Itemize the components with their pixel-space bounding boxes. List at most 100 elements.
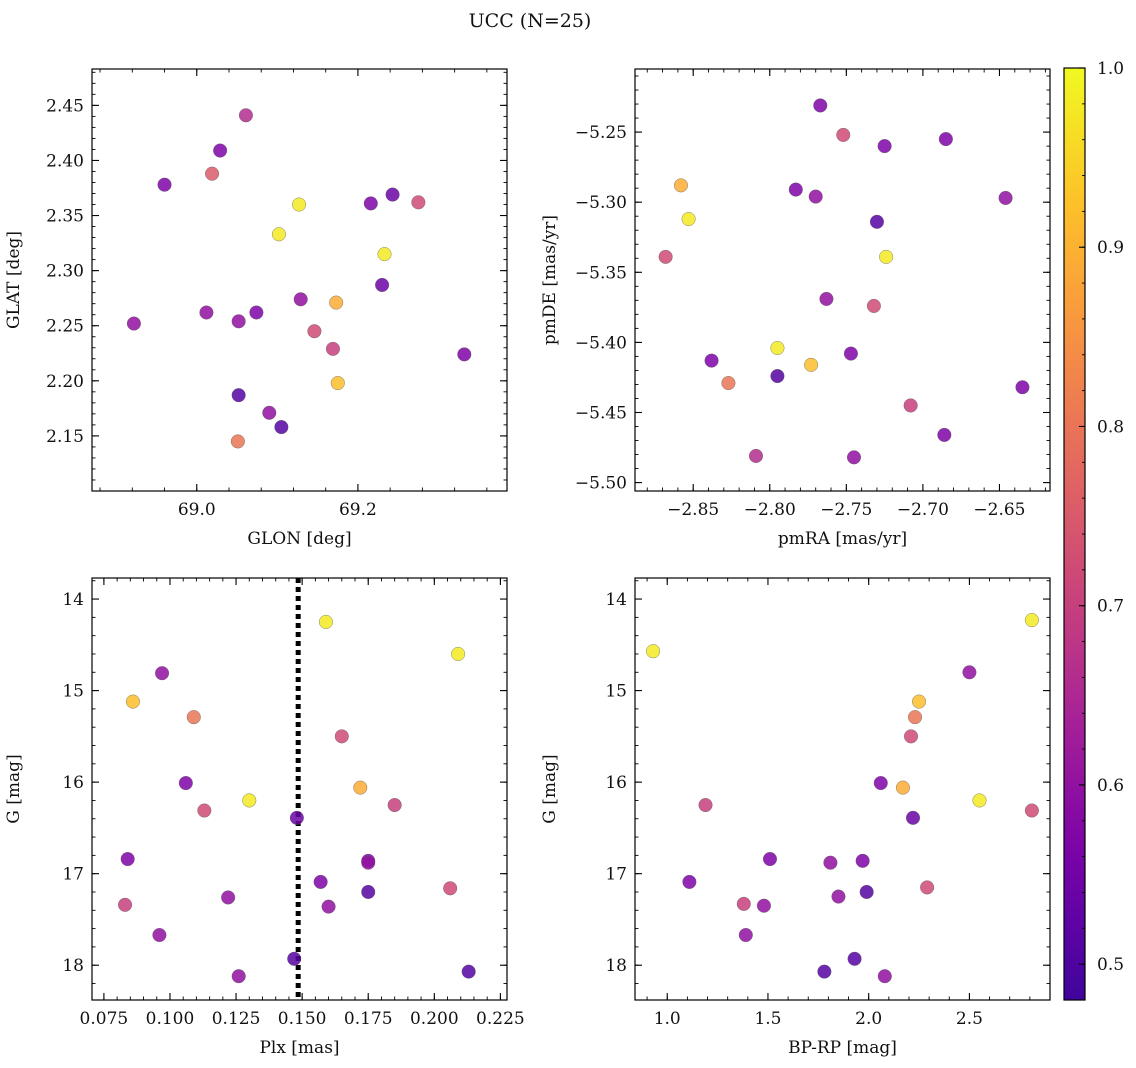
data-point [289, 810, 304, 825]
colorbar-tick-label: 0.9 [1097, 238, 1124, 258]
data-point [353, 780, 368, 795]
data-point [443, 881, 458, 896]
data-point [238, 108, 253, 123]
data-point [817, 964, 832, 979]
data-point [451, 647, 466, 661]
data-point [804, 357, 819, 372]
data-point [877, 139, 892, 154]
data-point [375, 277, 390, 292]
data-point [912, 694, 927, 709]
data-point [972, 793, 987, 808]
data-point [221, 890, 236, 905]
x-tick-label: 0.225 [476, 1009, 525, 1029]
colorbar-tick-label: 0.6 [1097, 776, 1124, 796]
data-point [118, 897, 133, 912]
plot-frame [91, 68, 508, 492]
y-tick-label: 2.35 [46, 207, 84, 227]
panels: 69.0 69.2 2.15 2.20 2.25 2.30 2.35 2.40 2.45 GLON… [4, 68, 1051, 1058]
figure-title: UCC (N=25) [469, 10, 592, 32]
data-point [321, 899, 336, 914]
data-point [819, 291, 834, 306]
data-point [906, 810, 920, 825]
data-point [271, 227, 286, 242]
data-point [877, 969, 892, 984]
y-tick-label: 2.40 [46, 151, 84, 171]
data-point [361, 885, 376, 899]
data-point [763, 852, 777, 867]
y-tick-label: 2.30 [46, 262, 84, 282]
data-point [808, 189, 823, 204]
data-point [313, 874, 328, 889]
data-point [847, 951, 862, 966]
colorbar-gradient [1063, 67, 1086, 1001]
data-point [461, 964, 476, 979]
data-point [197, 803, 212, 818]
data-point [831, 889, 846, 904]
panel-glon-glat: 69.0 69.2 2.15 2.20 2.25 2.30 2.35 2.40 2.45 GLON… [4, 68, 508, 549]
y-tick-label: 15 [62, 682, 84, 702]
colorbar: 0.5 0.6 0.7 0.8 0.9 1.0 [1063, 59, 1124, 1001]
data-point [126, 316, 141, 331]
data-point [843, 346, 858, 361]
data-point [813, 98, 828, 113]
data-point [411, 195, 426, 210]
y-tick-label: −5.40 [575, 333, 627, 353]
data-point [770, 369, 785, 384]
data-point [704, 353, 719, 368]
data-point [186, 710, 201, 725]
data-point [823, 855, 838, 870]
x-axis-label: BP-RP [mag] [788, 1038, 897, 1058]
y-axis-label: G [mag] [540, 754, 560, 823]
data-point [859, 885, 874, 899]
x-tick-label: −2.75 [820, 500, 872, 520]
data-point [330, 376, 345, 390]
data-point [938, 132, 953, 147]
x-tick-label: 0.075 [80, 1009, 129, 1029]
x-tick-label: 69.2 [339, 500, 377, 520]
y-tick-label: 14 [605, 590, 627, 610]
data-point [681, 212, 696, 226]
data-point [937, 427, 952, 442]
data-point [329, 295, 344, 310]
y-tick-label: 2.15 [46, 427, 84, 447]
colorbar-tick-label: 0.8 [1097, 417, 1124, 437]
data-point [157, 177, 172, 192]
y-tick-label: 15 [605, 682, 627, 702]
data-point [738, 928, 753, 942]
y-axis-label: GLAT [deg] [4, 231, 24, 329]
data-point [155, 666, 170, 681]
x-tick-label: 0.175 [344, 1009, 393, 1029]
data-point [231, 314, 246, 329]
panel-plx-g: 0.075 0.100 0.125 0.150 0.175 0.200 0.225 14 15 1… [4, 577, 525, 1058]
y-axis-label: G [mag] [4, 754, 24, 823]
data-point [287, 951, 302, 966]
data-point [318, 614, 333, 629]
data-point [292, 197, 307, 212]
data-point [387, 798, 402, 812]
data-point [230, 434, 245, 449]
y-axis-label: pmDE [mas/yr] [540, 215, 560, 345]
data-point [962, 665, 977, 680]
data-point [363, 196, 378, 211]
data-point [736, 896, 751, 911]
data-point [903, 398, 918, 413]
x-tick-label: −2.80 [744, 500, 796, 520]
data-point [249, 305, 264, 320]
y-tick-label: 18 [62, 956, 84, 976]
data-point [120, 852, 135, 867]
data-point [213, 143, 228, 158]
data-point [231, 388, 246, 403]
data-point [178, 776, 193, 791]
data-point [866, 298, 881, 313]
data-point [920, 880, 935, 895]
data-point [904, 729, 918, 744]
data-point [205, 166, 220, 181]
y-tick-label: −5.30 [575, 193, 627, 213]
data-point [756, 898, 771, 913]
data-point [262, 405, 277, 420]
data-point [908, 710, 922, 725]
x-axis-label: Plx [mas] [259, 1038, 339, 1058]
y-tick-label: 2.25 [46, 317, 84, 337]
y-tick-label: −5.25 [575, 123, 627, 143]
